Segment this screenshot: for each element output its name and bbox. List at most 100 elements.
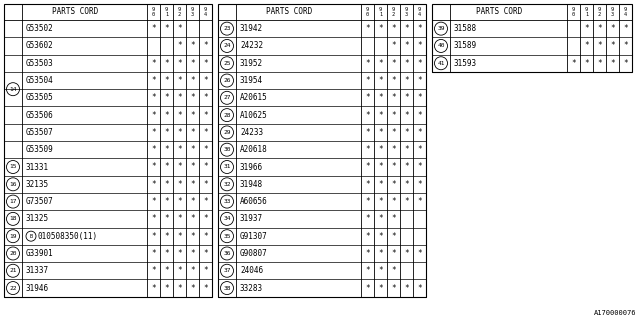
- Text: 14: 14: [9, 87, 17, 92]
- Text: *: *: [378, 180, 383, 189]
- Text: *: *: [151, 180, 156, 189]
- Text: *: *: [177, 163, 182, 172]
- Text: *: *: [164, 128, 169, 137]
- Text: 17: 17: [9, 199, 17, 204]
- Text: *: *: [378, 76, 383, 85]
- Text: *: *: [164, 232, 169, 241]
- Text: *: *: [417, 180, 422, 189]
- Text: *: *: [177, 180, 182, 189]
- Text: *: *: [164, 93, 169, 102]
- Text: *: *: [203, 93, 208, 102]
- Text: *: *: [391, 284, 396, 292]
- Text: 33283: 33283: [240, 284, 263, 292]
- Text: *: *: [365, 145, 370, 154]
- Text: *: *: [151, 111, 156, 120]
- Text: *: *: [365, 128, 370, 137]
- Text: 15: 15: [9, 164, 17, 170]
- Text: *: *: [597, 42, 602, 51]
- Text: *: *: [190, 232, 195, 241]
- Text: *: *: [378, 145, 383, 154]
- Text: *: *: [190, 266, 195, 275]
- Text: *: *: [597, 24, 602, 33]
- Text: *: *: [365, 93, 370, 102]
- Text: *: *: [151, 76, 156, 85]
- Text: *: *: [404, 128, 409, 137]
- Text: *: *: [365, 76, 370, 85]
- Text: 32: 32: [223, 182, 231, 187]
- Text: *: *: [151, 232, 156, 241]
- Text: A20618: A20618: [240, 145, 268, 154]
- Text: *: *: [177, 59, 182, 68]
- Text: PARTS CORD: PARTS CORD: [476, 7, 523, 17]
- Text: 9
3: 9 3: [611, 7, 614, 17]
- Text: *: *: [203, 180, 208, 189]
- Text: *: *: [190, 145, 195, 154]
- Text: 9
4: 9 4: [204, 7, 207, 17]
- Text: 19: 19: [9, 234, 17, 239]
- Text: 9
1: 9 1: [165, 7, 168, 17]
- Text: PARTS CORD: PARTS CORD: [52, 7, 99, 17]
- Text: *: *: [190, 76, 195, 85]
- Text: *: *: [417, 145, 422, 154]
- Text: *: *: [404, 76, 409, 85]
- Text: *: *: [151, 128, 156, 137]
- Text: *: *: [151, 59, 156, 68]
- Text: *: *: [404, 93, 409, 102]
- Text: 24233: 24233: [240, 128, 263, 137]
- Text: 9
3: 9 3: [191, 7, 194, 17]
- Bar: [4, 4, 212, 297]
- Text: *: *: [404, 59, 409, 68]
- Text: *: *: [203, 163, 208, 172]
- Text: 9
4: 9 4: [624, 7, 627, 17]
- Text: G53505: G53505: [26, 93, 54, 102]
- Text: *: *: [378, 284, 383, 292]
- Text: *: *: [391, 145, 396, 154]
- Text: 36: 36: [223, 251, 231, 256]
- Text: 24046: 24046: [240, 266, 263, 275]
- Text: *: *: [190, 284, 195, 292]
- Text: *: *: [164, 24, 169, 33]
- Text: *: *: [190, 59, 195, 68]
- Text: *: *: [365, 284, 370, 292]
- Text: *: *: [391, 24, 396, 33]
- Text: *: *: [151, 163, 156, 172]
- Text: 31966: 31966: [240, 163, 263, 172]
- Text: *: *: [404, 163, 409, 172]
- Text: *: *: [177, 284, 182, 292]
- Text: G53507: G53507: [26, 128, 54, 137]
- Text: *: *: [623, 24, 628, 33]
- Text: *: *: [378, 214, 383, 223]
- Text: *: *: [417, 163, 422, 172]
- Bar: [432, 4, 632, 72]
- Text: *: *: [417, 42, 422, 51]
- Text: *: *: [404, 180, 409, 189]
- Text: *: *: [391, 163, 396, 172]
- Text: G53502: G53502: [26, 24, 54, 33]
- Text: *: *: [177, 76, 182, 85]
- Text: *: *: [203, 284, 208, 292]
- Text: *: *: [365, 214, 370, 223]
- Text: *: *: [203, 249, 208, 258]
- Text: A60656: A60656: [240, 197, 268, 206]
- Text: *: *: [378, 197, 383, 206]
- Text: *: *: [365, 111, 370, 120]
- Text: *: *: [417, 249, 422, 258]
- Text: B: B: [29, 234, 33, 239]
- Text: *: *: [597, 59, 602, 68]
- Text: *: *: [177, 111, 182, 120]
- Text: *: *: [378, 249, 383, 258]
- Text: 010508350(11): 010508350(11): [38, 232, 98, 241]
- Text: *: *: [584, 59, 589, 68]
- Text: *: *: [177, 214, 182, 223]
- Text: *: *: [190, 180, 195, 189]
- Text: *: *: [417, 284, 422, 292]
- Text: *: *: [177, 93, 182, 102]
- Text: *: *: [203, 214, 208, 223]
- Text: *: *: [391, 232, 396, 241]
- Text: 28: 28: [223, 113, 231, 118]
- Text: 9
2: 9 2: [598, 7, 601, 17]
- Text: 24232: 24232: [240, 42, 263, 51]
- Text: *: *: [417, 76, 422, 85]
- Text: *: *: [391, 59, 396, 68]
- Text: 30: 30: [223, 147, 231, 152]
